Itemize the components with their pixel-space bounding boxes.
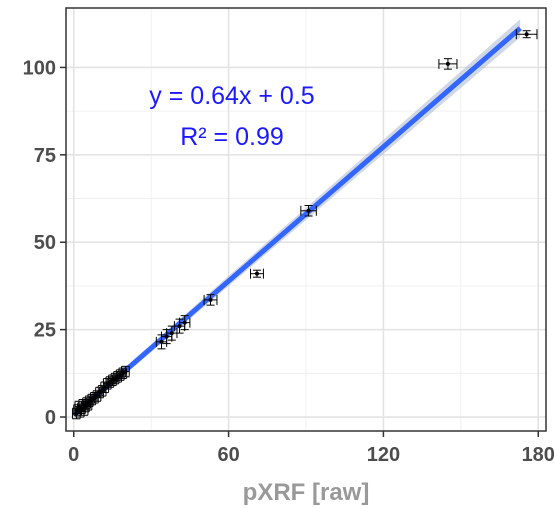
data-point xyxy=(166,325,178,341)
point-marker xyxy=(182,320,187,325)
data-point xyxy=(300,205,317,217)
point-marker xyxy=(123,369,128,374)
point-marker xyxy=(208,297,213,302)
plot-border xyxy=(65,7,547,432)
data-point xyxy=(120,365,130,378)
x-tick-label: 0 xyxy=(68,444,79,466)
x-axis-title: pXRF [raw] xyxy=(243,479,370,506)
fit-equation: y = 0.64x + 0.5 xyxy=(149,82,314,110)
point-marker xyxy=(254,271,259,276)
y-axis: 0 25 50 75 100 xyxy=(23,57,66,429)
y-tick-label: 0 xyxy=(45,407,56,429)
point-marker xyxy=(445,61,450,66)
fit-line-group xyxy=(72,26,522,418)
fit-line xyxy=(72,26,522,418)
x-tick-label: 120 xyxy=(367,444,400,466)
data-point xyxy=(515,29,538,40)
y-tick-label: 100 xyxy=(23,57,56,79)
x-tick-label: 60 xyxy=(217,444,239,466)
y-tick-label: 50 xyxy=(34,232,56,254)
data-point xyxy=(203,294,218,306)
data-point xyxy=(250,268,264,279)
y-tick-label: 75 xyxy=(34,145,56,167)
x-tick-label: 180 xyxy=(522,444,554,466)
data-point xyxy=(438,58,458,70)
point-marker xyxy=(524,32,529,37)
y-tick-label: 25 xyxy=(34,320,56,342)
point-marker xyxy=(306,208,311,213)
point-marker xyxy=(169,331,174,336)
r-squared-label: R² = 0.99 xyxy=(180,123,284,151)
x-axis: 0 60 120 180 xyxy=(68,431,554,466)
data-point xyxy=(179,315,191,331)
point-marker xyxy=(159,339,164,344)
data-points xyxy=(71,29,538,420)
